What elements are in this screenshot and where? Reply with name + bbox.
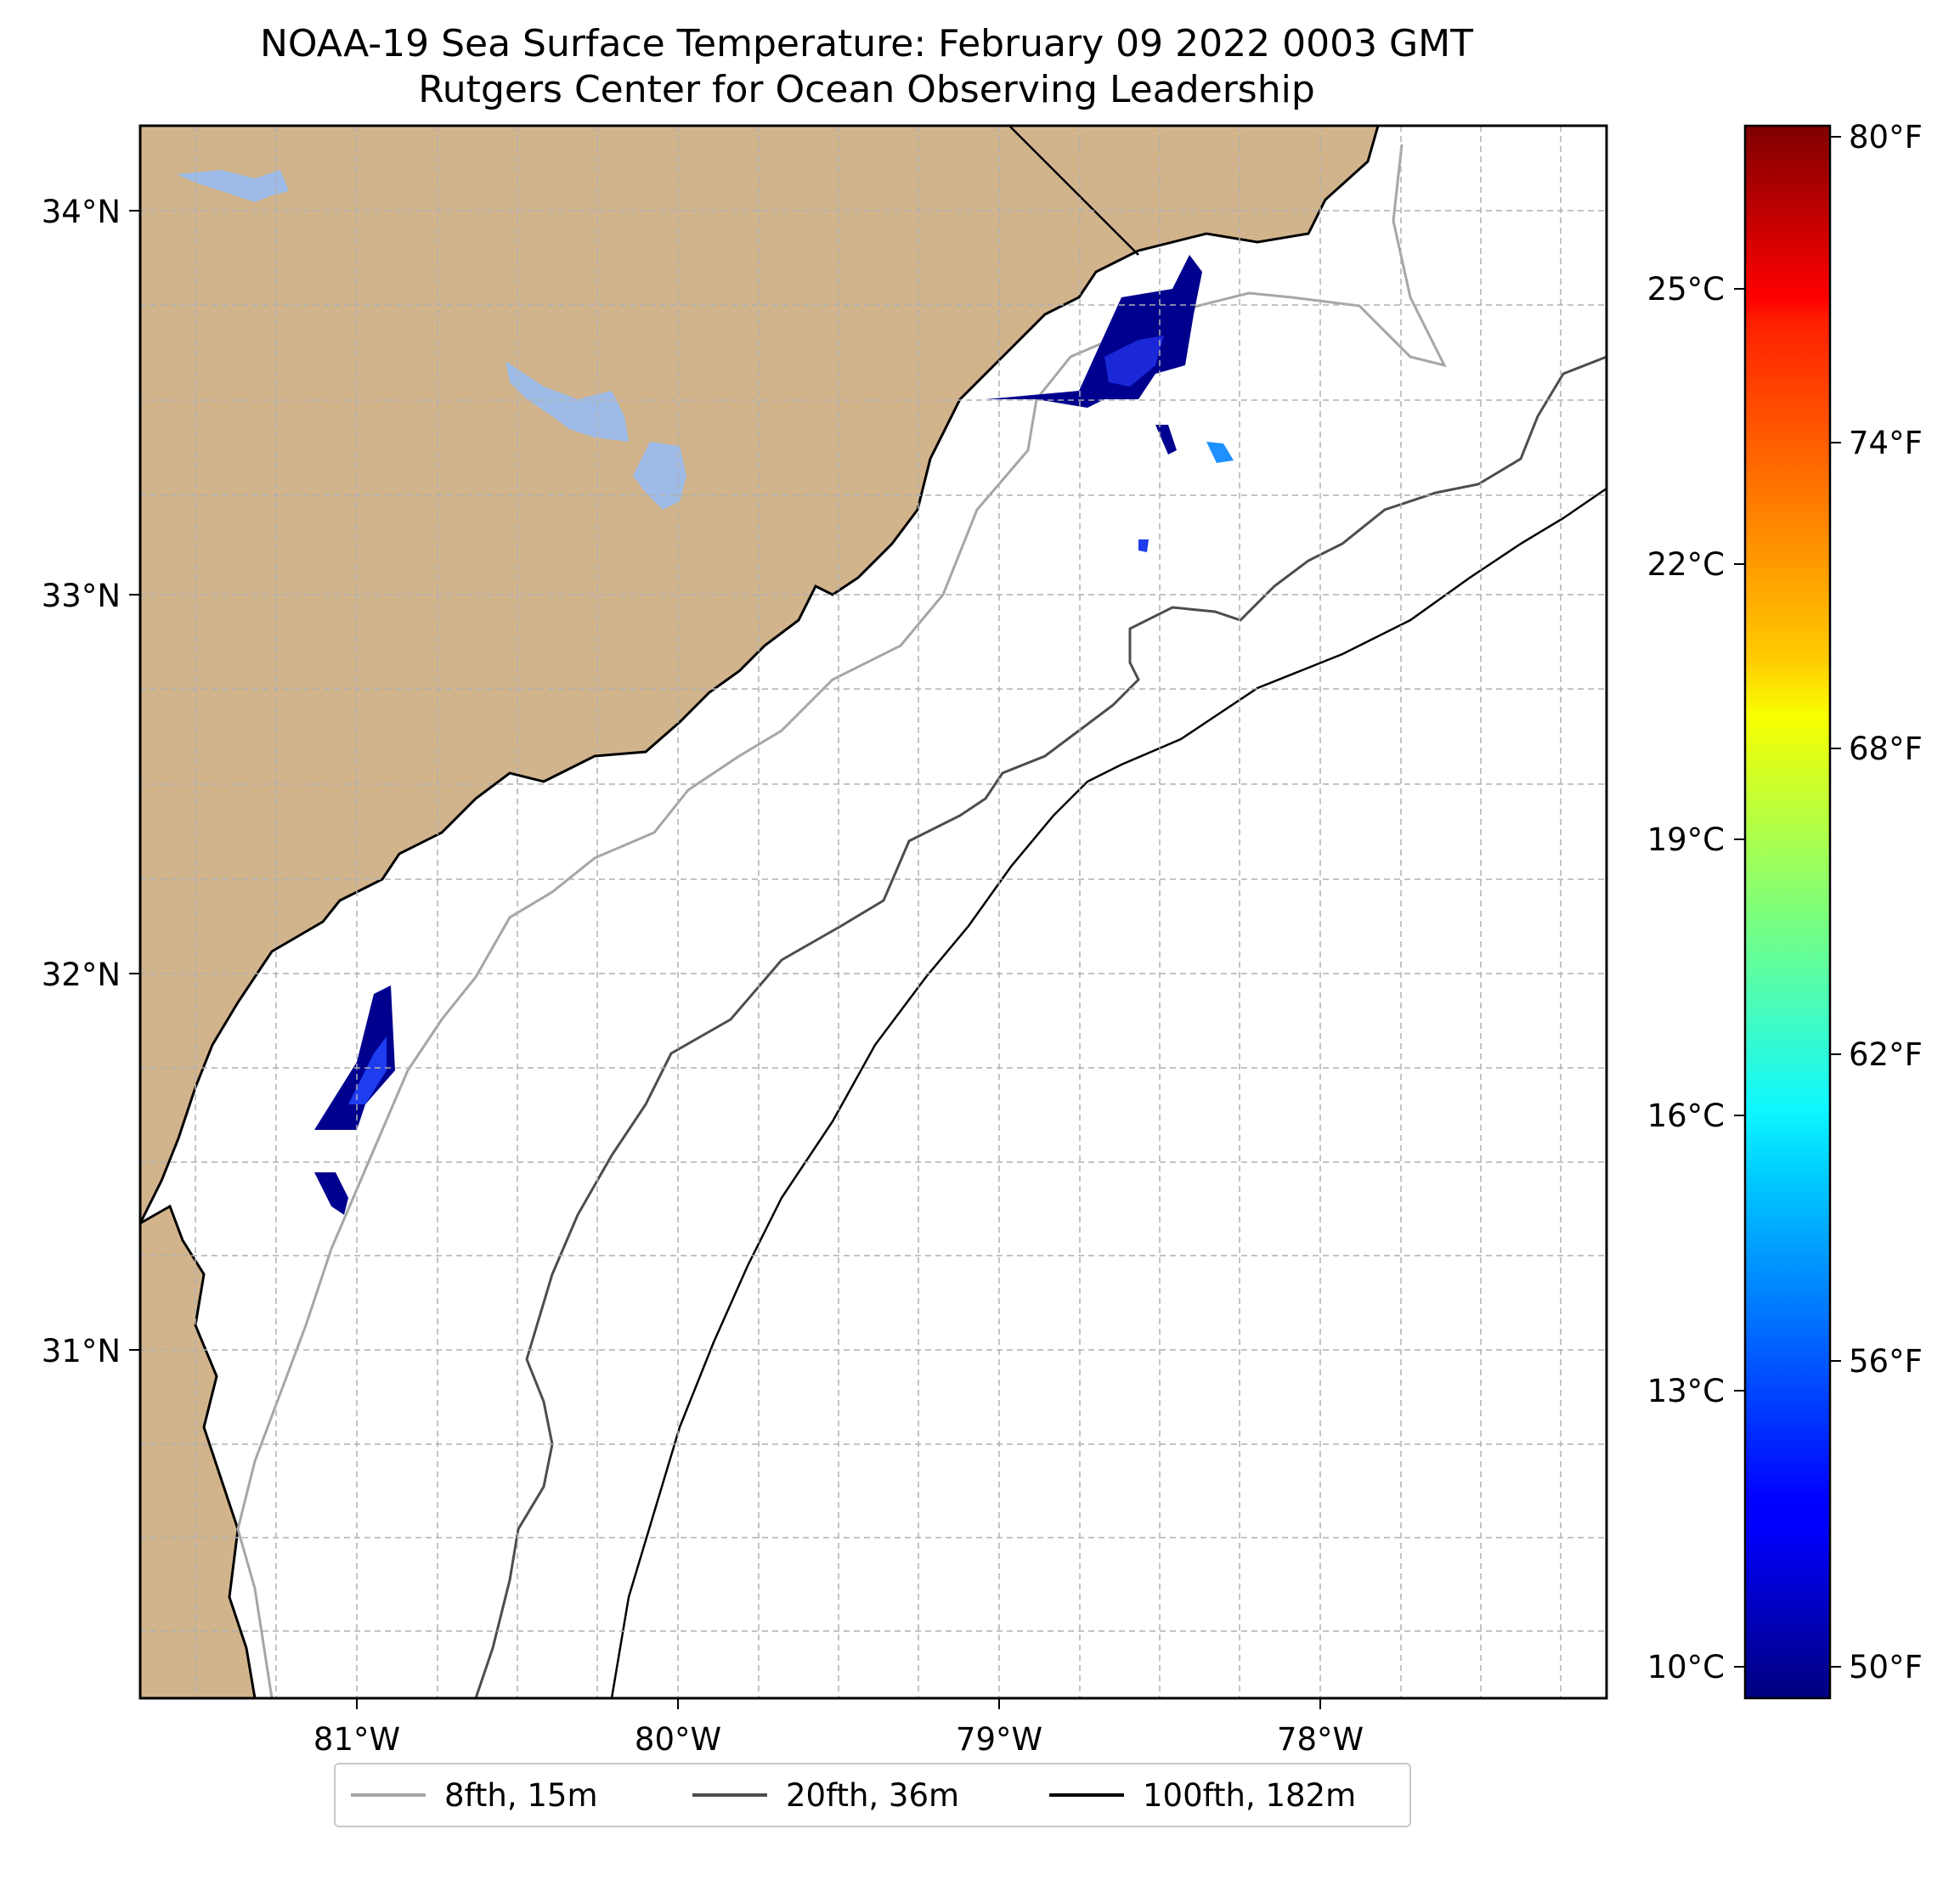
sst-patch-small xyxy=(314,1172,348,1215)
sst-patch-south xyxy=(314,985,395,1130)
legend-line-100fth xyxy=(1049,1793,1124,1797)
map-frame xyxy=(138,124,1608,1700)
lon-label-81: 81°W xyxy=(313,1721,400,1758)
sst-patch-north-blue xyxy=(1104,336,1164,387)
sst-dot-c xyxy=(1138,539,1149,552)
sst-dot-a xyxy=(1155,425,1177,454)
contour-8fth xyxy=(236,144,1447,1698)
lon-label-80: 80°W xyxy=(635,1721,721,1758)
legend-item-100fth: 100fth, 182m xyxy=(1049,1764,1356,1826)
lat-label-34: 34°N xyxy=(42,194,121,230)
lat-label-31: 31°N xyxy=(42,1333,121,1369)
sst-patch-south-blue xyxy=(348,1036,387,1104)
legend-item-20fth: 20fth, 36m xyxy=(692,1764,959,1826)
legend-item-8fth: 8fth, 15m xyxy=(351,1764,598,1826)
state-border xyxy=(1008,126,1139,256)
legend-label-20fth: 20fth, 36m xyxy=(786,1776,960,1814)
lat-label-32: 32°N xyxy=(42,957,121,993)
cbar-f-50: 50°F xyxy=(1849,1649,1923,1685)
cbar-f-56: 56°F xyxy=(1849,1343,1923,1380)
lon-label-79: 79°W xyxy=(956,1721,1042,1758)
contour-100fth xyxy=(610,487,1607,1698)
cbar-f-80: 80°F xyxy=(1849,119,1923,155)
lake-moultrie xyxy=(633,442,686,510)
legend-label-8fth: 8fth, 15m xyxy=(444,1776,598,1814)
sst-dot-b xyxy=(1206,442,1234,463)
lake-north xyxy=(177,170,289,202)
cbar-f-62: 62°F xyxy=(1849,1036,1923,1073)
gridlines xyxy=(140,126,1607,1698)
contour-legend: 8fth, 15m 20fth, 36m 100fth, 182m xyxy=(334,1763,1411,1827)
lat-label-33: 33°N xyxy=(42,578,121,614)
tick-marks xyxy=(129,210,1321,1709)
cbar-f-74: 74°F xyxy=(1849,425,1923,461)
cbar-c-10: 10°C xyxy=(1647,1649,1725,1685)
lon-label-78: 78°W xyxy=(1277,1721,1364,1758)
cbar-c-22: 22°C xyxy=(1647,546,1725,583)
cbar-c-13: 13°C xyxy=(1647,1373,1725,1409)
colorbar-ticks xyxy=(1734,136,1841,1668)
colorbar xyxy=(1743,124,1832,1700)
map-title: NOAA-19 Sea Surface Temperature: Februar… xyxy=(260,22,1473,65)
cbar-c-19: 19°C xyxy=(1647,821,1725,858)
cbar-c-16: 16°C xyxy=(1647,1098,1725,1134)
contour-20fth xyxy=(474,355,1607,1698)
land-south xyxy=(140,1204,257,1698)
legend-line-20fth xyxy=(692,1793,767,1797)
legend-label-100fth: 100fth, 182m xyxy=(1143,1776,1357,1814)
map-area xyxy=(140,126,1607,1698)
cbar-f-68: 68°F xyxy=(1849,731,1923,767)
map-subtitle: Rutgers Center for Ocean Observing Leade… xyxy=(418,68,1315,111)
legend-line-8fth xyxy=(351,1793,426,1797)
cbar-c-25: 25°C xyxy=(1647,271,1725,308)
